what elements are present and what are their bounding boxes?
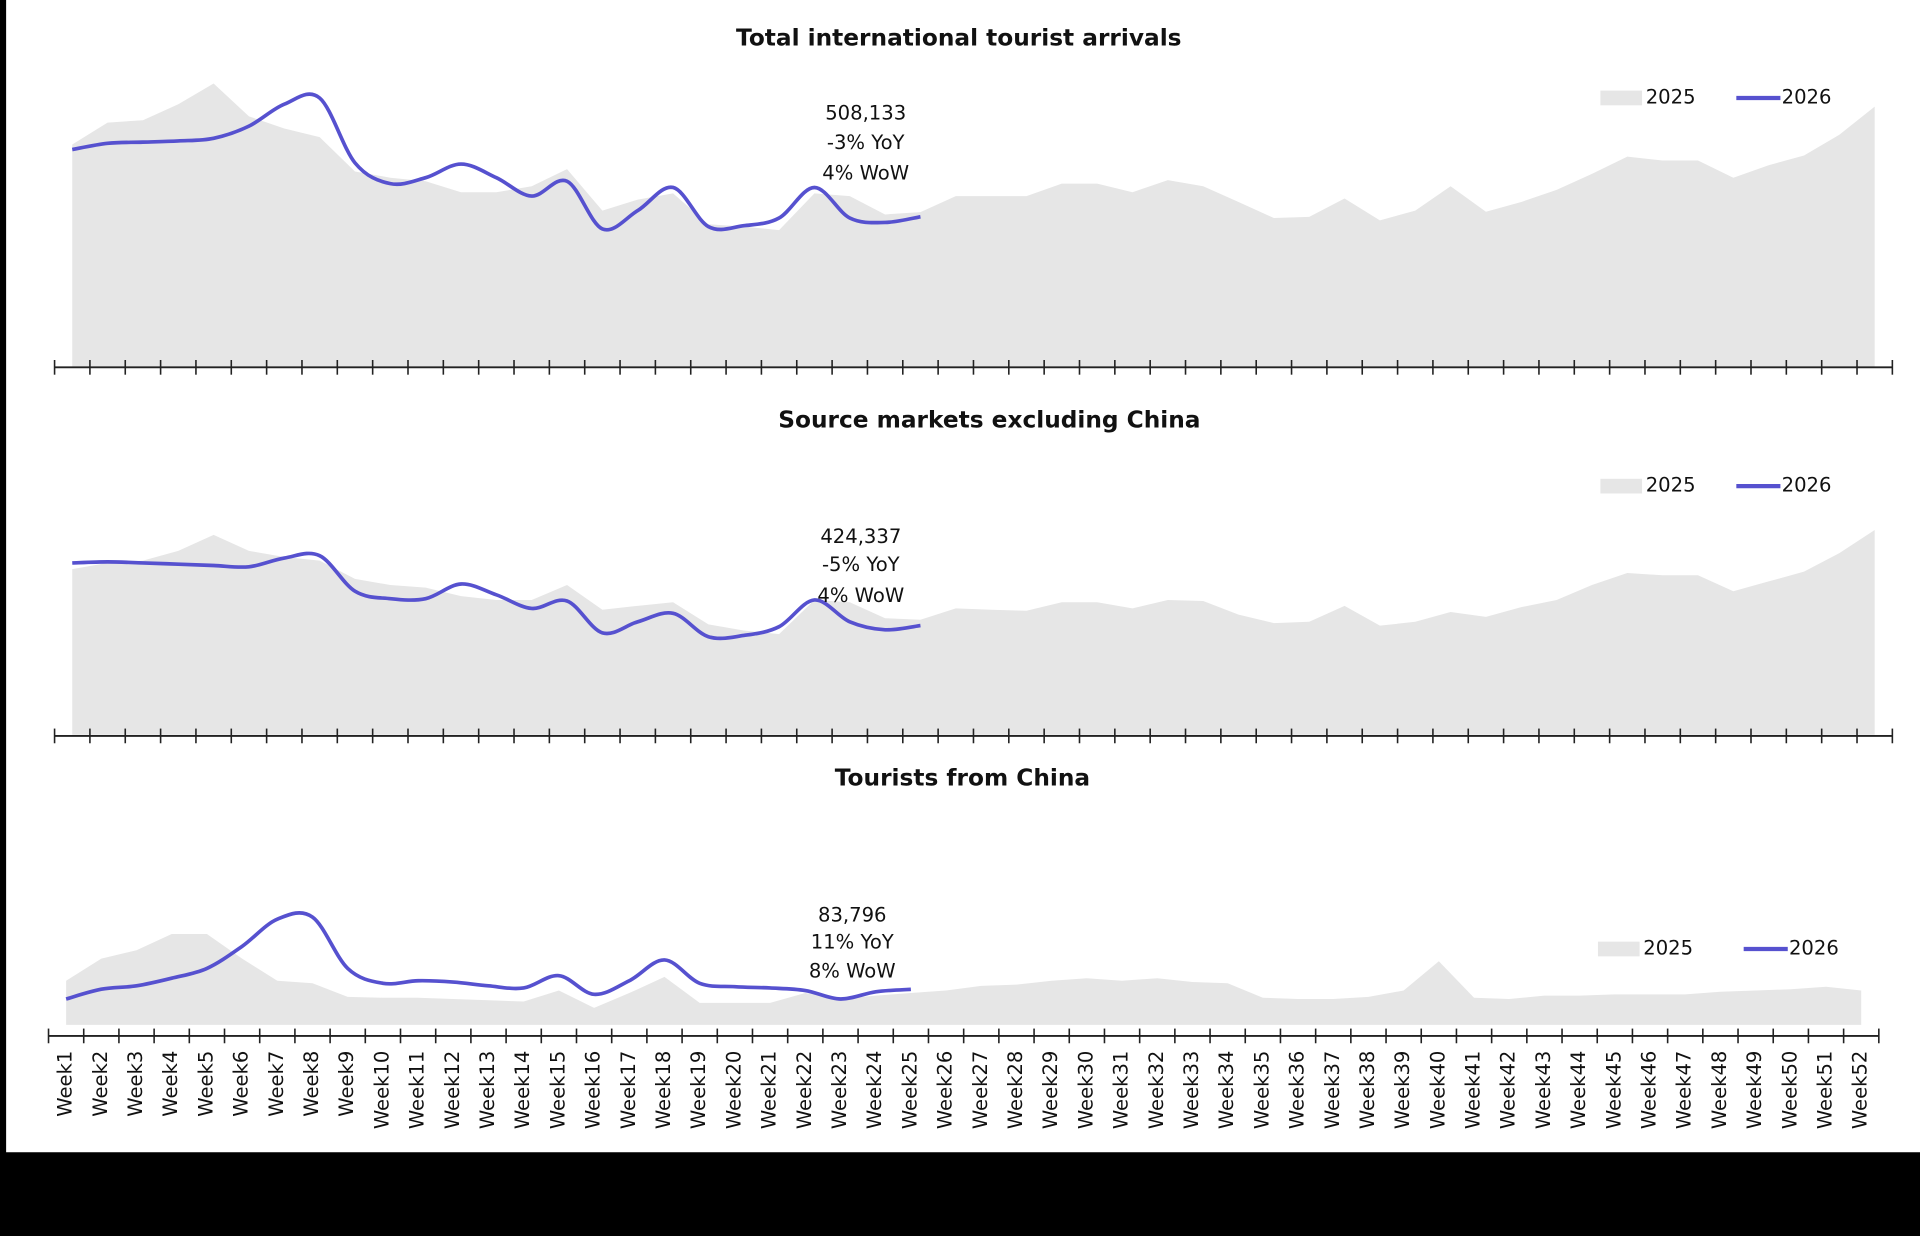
x-tick-label: Week31 [1110,1051,1133,1130]
x-tick-label: Week45 [1602,1051,1625,1130]
x-tick-label: Week14 [511,1051,534,1130]
x-tick-label: Week26 [934,1051,957,1130]
x-tick-label: Week17 [617,1051,640,1130]
x-tick-label: Week51 [1814,1051,1837,1130]
x-tick-label: Week13 [476,1051,499,1130]
annotation: -3% YoY [827,131,905,154]
annotation: 83,796 [818,903,887,926]
x-tick-label: Week29 [1039,1051,1062,1130]
area [72,530,1875,735]
x-tick-label: Week5 [194,1051,217,1117]
x-tick-label: Week46 [1638,1051,1661,1130]
x-tick-label: Week44 [1567,1051,1590,1130]
annotation: 8% WoW [809,960,896,983]
x-tick-label: Week39 [1391,1051,1414,1130]
legend-swatch [1600,478,1643,494]
area [66,934,1862,1025]
x-tick-label: Week15 [546,1051,569,1130]
x-tick-label: Week9 [335,1051,358,1117]
annotation: 424,337 [820,525,901,548]
legend-label: 2026 [1789,936,1839,959]
legend-label: 2025 [1646,474,1696,497]
x-tick-label: Week27 [969,1051,992,1130]
x-tick-label: Week47 [1673,1051,1696,1130]
annotation: 11% YoY [811,930,894,953]
x-tick-label: Week43 [1532,1051,1555,1130]
legend-label: 2026 [1782,474,1832,497]
x-tick-label: Week8 [300,1051,323,1117]
annotation: -5% YoY [822,553,900,576]
x-tick-label: Week21 [758,1051,781,1130]
x-tick-label: Week52 [1849,1051,1872,1130]
x-tick-label: Week12 [441,1051,464,1130]
line [65,911,912,1001]
x-tick-label: Week2 [89,1051,112,1117]
x-tick-label: Week35 [1250,1051,1273,1130]
x-tick-label: Week50 [1778,1051,1801,1130]
legend-swatch [1600,90,1643,106]
line [72,551,921,641]
x-tick-label: Week32 [1145,1051,1168,1130]
x-tick-label: Week40 [1426,1051,1449,1130]
x-tick-label: Week1 [54,1051,77,1117]
x-tick-label: Week34 [1215,1051,1238,1130]
chart-title: Source markets excluding China [778,407,1200,434]
legend-swatch [1597,941,1640,957]
x-tick-label: Week11 [406,1051,429,1130]
x-tick-label: Week4 [159,1051,182,1117]
x-tick-label: Week36 [1286,1051,1309,1130]
line [71,92,921,232]
chart-title: Total international tourist arrivals [736,25,1181,52]
x-tick-label: Week25 [898,1051,921,1130]
legend-label: 2025 [1643,936,1693,959]
x-tick-label: Week20 [722,1051,745,1130]
x-tick-label: Week3 [124,1051,147,1117]
legend-label: 2026 [1782,85,1832,108]
x-tick-label: Week49 [1743,1051,1766,1130]
annotation: 4% WoW [817,584,904,607]
x-tick-label: Week24 [863,1051,886,1130]
x-tick-label: Week23 [828,1051,851,1130]
x-tick-label: Week33 [1180,1051,1203,1130]
x-tick-label: Week48 [1708,1051,1731,1130]
x-tick-label: Week6 [230,1051,253,1117]
x-tick-label: Week16 [582,1051,605,1130]
x-tick-label: Week18 [652,1051,675,1130]
x-tick-label: Week41 [1462,1051,1485,1130]
x-tick-label: Week7 [265,1051,288,1117]
annotation: 4% WoW [822,161,909,184]
x-tick-label: Week28 [1004,1051,1027,1130]
x-tick-label: Week22 [793,1051,816,1130]
area [72,83,1875,368]
x-tick-label: Week30 [1074,1051,1097,1130]
x-tick-label: Week37 [1321,1051,1344,1130]
legend-label: 2025 [1646,85,1696,108]
annotation: 508,133 [825,101,906,124]
x-tick-label: Week19 [687,1051,710,1130]
x-tick-label: Week10 [370,1051,393,1130]
x-tick-label: Week38 [1356,1051,1379,1130]
x-tick-label: Week42 [1497,1051,1520,1130]
chart-title: Tourists from China [835,764,1090,791]
